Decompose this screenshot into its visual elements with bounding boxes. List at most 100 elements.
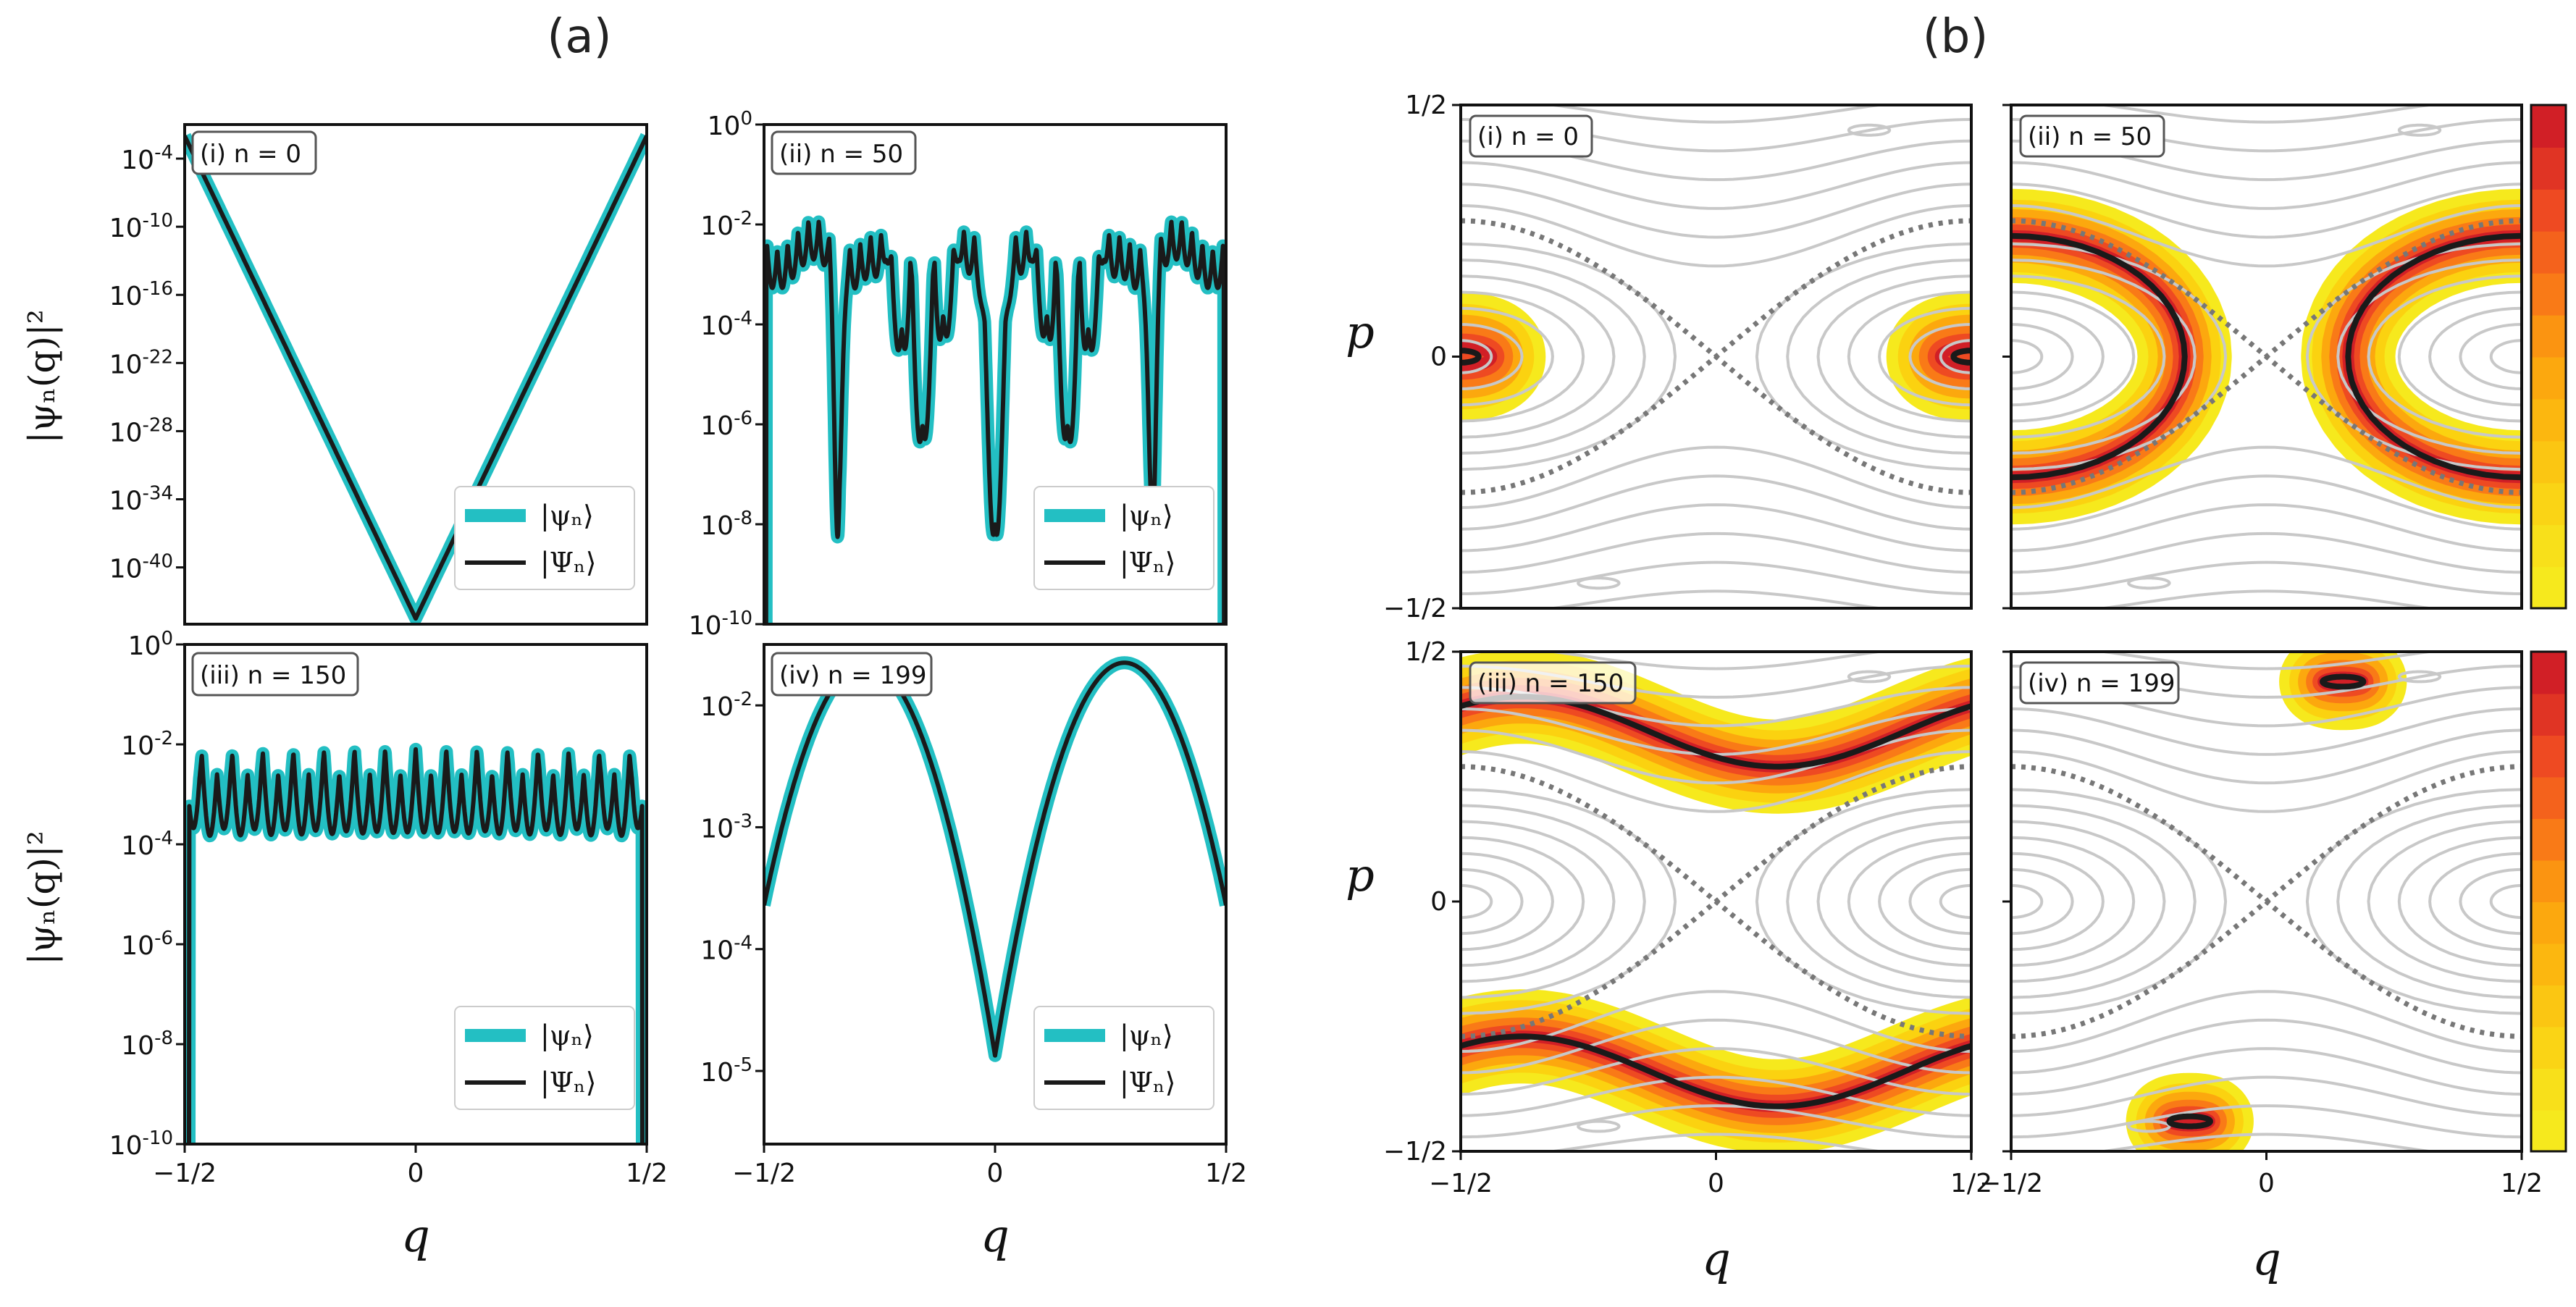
ytick-label: 10-6: [121, 928, 173, 961]
contour-line: [2367, 820, 2522, 983]
contour-line: [2397, 123, 2442, 137]
contour-line: [2011, 750, 2522, 813]
contour-line: [1908, 322, 1971, 391]
ytick-label: 1/2: [1405, 637, 1447, 667]
orbit-line: [2166, 1113, 2213, 1130]
axes-frame-a-ii: [763, 123, 1228, 626]
colorbar-segment: [2531, 902, 2566, 944]
contour-line: [1878, 852, 1971, 951]
orbit-line: [2320, 673, 2367, 690]
contour-line: [2011, 1075, 2522, 1117]
tag-a-iv: (iv) n = 199: [779, 661, 926, 690]
curves-a-iv: [764, 656, 1226, 1062]
contour-line: [1461, 1075, 1971, 1117]
phase-b-iv: [2011, 652, 2522, 1151]
ytick-label: 100: [128, 628, 173, 661]
ytick-label: 1/2: [1405, 91, 1447, 120]
colorbar-segment: [2531, 482, 2566, 526]
yticks-a-ii: 100 10-2 10-4 10-6 10-8 10-10: [689, 108, 764, 641]
contour-line: [2459, 867, 2522, 936]
contour-line: [1908, 867, 1971, 936]
contour-line: [2305, 242, 2522, 471]
legend-label-psi: |ψₙ⟩: [1120, 500, 1173, 531]
contour-line: [2092, 589, 2441, 608]
contour-line: [1755, 788, 1971, 1015]
contour-line: [2489, 339, 2522, 374]
contour-line: [1461, 728, 1971, 785]
contour-line: [1461, 290, 1585, 423]
colorbar-segment: [2531, 356, 2566, 400]
xtick-label: 0: [1708, 1169, 1724, 1198]
tag-b-iii: (iii) n = 150: [1477, 669, 1624, 698]
contour-line: [2011, 531, 2522, 574]
ytick-label: 10-22: [109, 346, 173, 379]
curves-a-ii: [764, 215, 1226, 624]
ylabel-b-bottom: p: [1346, 849, 1375, 902]
xtick-label: 1/2: [1205, 1159, 1247, 1188]
xtick-label: −1/2: [732, 1159, 796, 1188]
legend-label-Psi: |Ψₙ⟩: [1120, 1067, 1175, 1098]
panel-a-iii: 100 10-2 10-4 10-6 10-8 10-10 (iii) n = 150: [109, 628, 648, 1161]
contour-line: [1461, 161, 1971, 210]
contour-line: [2397, 670, 2442, 684]
xtick-label: 1/2: [626, 1159, 668, 1188]
xtick-label: −1/2: [1429, 1169, 1493, 1198]
contour-line: [1577, 1119, 1621, 1133]
contour-line: [2011, 290, 2136, 423]
contour-line: [1461, 242, 1677, 471]
xlabel-a-left: q: [401, 1209, 430, 1262]
yticks-a-iii: 100 10-2 10-4 10-6 10-8 10-10: [109, 628, 185, 1161]
colorbar-segment: [2531, 524, 2566, 568]
contour-line: [2011, 259, 2197, 455]
colorbar-segment: [2531, 1026, 2566, 1069]
panel-b-i: (i) n = 0: [1459, 104, 1973, 610]
panel-a-i: 10-4 10-10 10-16 10-22 10-28 10-34 10-40 (i) n…: [109, 123, 648, 626]
curves-a-iii: [185, 742, 647, 1144]
ytick-label: 10-16: [109, 278, 173, 311]
contour-line: [2011, 306, 2105, 407]
contour-line: [2011, 990, 2522, 1053]
colorbar-frame: [2530, 650, 2567, 1153]
colorbar-segment: [2531, 1068, 2566, 1111]
legends: |ψₙ⟩ |Ψₙ⟩ |ψₙ⟩ |Ψₙ⟩ |ψₙ⟩ |Ψₙ⟩ |ψₙ⟩ |Ψₙ⟩: [454, 486, 1214, 1110]
ytick-label: 10-6: [700, 408, 752, 441]
contour-line: [1461, 867, 1524, 936]
colorbar-segment: [2531, 776, 2566, 819]
ytick-label: 0: [1430, 887, 1447, 917]
tag-b-ii: (ii) n = 50: [2028, 122, 2152, 151]
contour-line: [2011, 161, 2522, 210]
colorbar-segment: [2531, 146, 2566, 190]
contour-line: [2397, 836, 2522, 967]
ytick-label: 10-5: [700, 1054, 752, 1088]
colorbar-segment: [2531, 230, 2566, 274]
ticks-b: 1/20−1/21/20−1/2−1/2 0 1/2−1/2 0 1/2: [1383, 91, 2543, 1198]
contour-line: [1461, 750, 1971, 813]
xlabel-b-right: q: [2252, 1232, 2281, 1285]
contour-line: [2127, 576, 2171, 590]
series-Psi-line: [187, 747, 645, 1144]
contour-line: [2011, 728, 2522, 785]
ytick-label: 10-8: [121, 1027, 173, 1061]
orbit-line: [2345, 232, 2522, 481]
contour-line: [2428, 852, 2522, 951]
contour-line: [2011, 322, 2074, 391]
ytick-label: 10-40: [109, 551, 173, 584]
xtick-label: −1/2: [1979, 1169, 2043, 1198]
tag-b-iv: (iv) n = 199: [2028, 669, 2175, 698]
phase-b-ii: [2011, 105, 2522, 608]
contour-line: [2397, 290, 2522, 423]
contour-line: [1461, 503, 1971, 552]
contour-line: [1816, 820, 1971, 983]
tag-box-b-iii: [1469, 661, 1637, 705]
yticks-a-i: 10-4 10-10 10-16 10-22 10-28 10-34 10-40: [109, 142, 185, 584]
ytick-label: 10-2: [121, 728, 173, 761]
colorbar-segment: [2531, 440, 2566, 484]
contour-line: [1461, 204, 1971, 268]
xtick-label: 1/2: [2501, 1169, 2543, 1198]
contour-line: [2011, 707, 2522, 756]
contour-line: [2011, 445, 2522, 509]
colorbar-segment: [2531, 566, 2566, 609]
panel-a-ii: 100 10-2 10-4 10-6 10-8 10-10 (ii) n = 50: [689, 108, 1228, 641]
ytick-label: 100: [708, 108, 752, 141]
xtick-label: −1/2: [153, 1159, 217, 1188]
